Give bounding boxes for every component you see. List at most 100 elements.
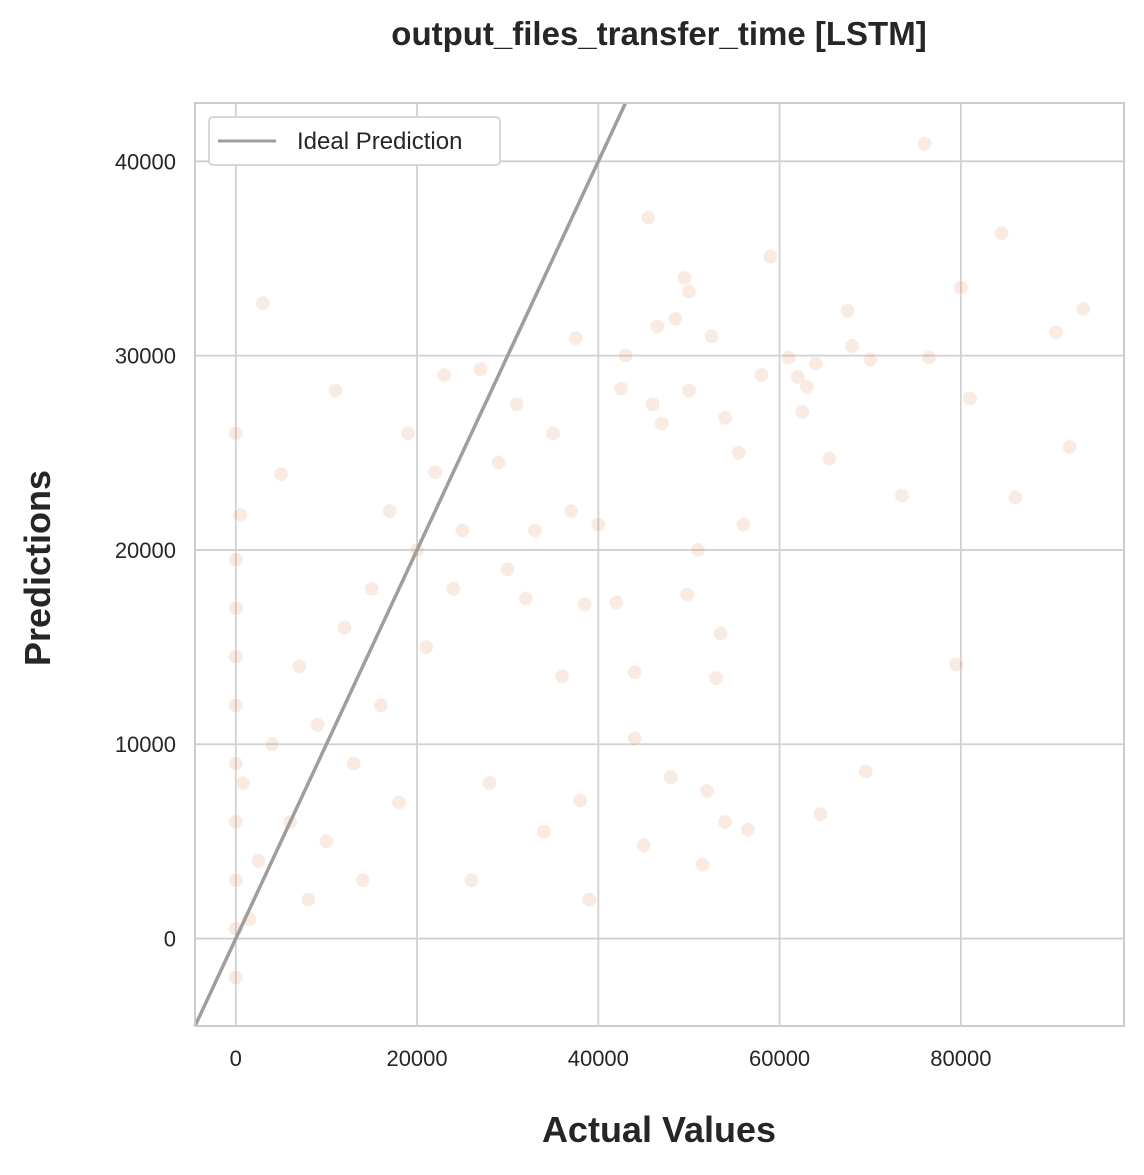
data-point (645, 396, 661, 412)
data-point (677, 270, 692, 286)
x-axis-ticks: 0 20000 40000 60000 80000 (230, 1046, 992, 1071)
x-axis-label: Actual Values (542, 1109, 776, 1150)
data-point (681, 284, 697, 299)
data-point (708, 670, 724, 686)
scatter-points (228, 136, 1091, 985)
data-point (717, 410, 733, 426)
data-point (894, 488, 910, 503)
data-point (649, 319, 665, 334)
data-point (690, 542, 706, 558)
data-point (636, 837, 652, 853)
data-point (228, 872, 244, 888)
data-point (663, 769, 679, 785)
data-point (228, 814, 244, 830)
data-point (627, 664, 642, 680)
data-point (994, 225, 1010, 241)
data-point (572, 793, 588, 808)
data-point (1007, 490, 1023, 505)
data-point (328, 383, 343, 398)
data-point (518, 591, 534, 606)
data-point (251, 853, 266, 869)
data-point (319, 834, 334, 849)
data-point (590, 517, 606, 533)
x-tick-label: 20000 (386, 1046, 447, 1071)
data-point (568, 330, 584, 346)
data-point (731, 445, 747, 461)
data-point (640, 210, 656, 226)
data-point (794, 404, 810, 420)
y-tick-label: 20000 (115, 538, 176, 563)
data-point (346, 756, 362, 772)
ideal-prediction-line (193, 102, 628, 1027)
data-point (713, 626, 729, 641)
data-point (781, 350, 797, 365)
data-point (862, 352, 878, 367)
data-point (464, 872, 479, 888)
data-point (228, 697, 244, 713)
data-point (581, 892, 597, 908)
data-point (717, 814, 733, 830)
data-point (808, 355, 824, 371)
data-point (790, 369, 806, 385)
data-point (609, 594, 624, 610)
data-point (264, 736, 280, 752)
data-point (527, 523, 543, 538)
data-point (273, 466, 289, 482)
y-axis-label: Predictions (17, 470, 58, 666)
data-point (400, 425, 416, 441)
data-point (309, 717, 325, 733)
legend: Ideal Prediction (208, 116, 501, 166)
legend-box (208, 116, 501, 166)
data-point (822, 451, 837, 466)
data-point (391, 795, 407, 810)
data-point (235, 775, 251, 791)
data-point (613, 381, 629, 397)
data-point (921, 350, 937, 365)
data-point (577, 596, 593, 612)
data-point (763, 249, 778, 264)
data-point (948, 657, 964, 672)
data-point (699, 783, 715, 799)
data-point (627, 731, 642, 746)
data-point (840, 303, 855, 319)
data-point (228, 756, 244, 772)
data-point (473, 361, 488, 377)
data-point (491, 455, 507, 470)
chart-title: output_files_transfer_time [LSTM] (391, 15, 926, 52)
y-tick-label: 30000 (115, 344, 176, 369)
data-point (1075, 301, 1091, 317)
data-point (858, 764, 874, 779)
data-point (844, 338, 860, 354)
data-point (337, 620, 352, 636)
data-point (962, 390, 978, 406)
data-point (554, 668, 570, 684)
data-point (373, 697, 389, 713)
data-point (445, 581, 461, 597)
y-tick-label: 40000 (115, 149, 176, 174)
data-point (754, 367, 769, 383)
data-point (563, 503, 579, 519)
data-point (695, 857, 710, 873)
data-point (364, 581, 380, 597)
data-point (704, 328, 720, 344)
data-point (300, 892, 316, 908)
plot-frame (194, 102, 1125, 1027)
x-tick-label: 60000 (749, 1046, 810, 1071)
y-axis-ticks: 0 10000 20000 30000 40000 (115, 149, 176, 951)
data-point (953, 280, 969, 296)
data-point (667, 311, 683, 327)
data-point (228, 425, 244, 441)
data-point (228, 552, 244, 568)
data-point (454, 523, 470, 538)
data-point (509, 396, 525, 412)
data-point (735, 517, 751, 533)
data-point (545, 425, 561, 441)
data-point (482, 775, 497, 791)
data-point (228, 600, 244, 616)
data-point (812, 806, 828, 822)
data-point (1048, 324, 1064, 340)
data-point (500, 561, 516, 577)
data-point (232, 507, 248, 523)
